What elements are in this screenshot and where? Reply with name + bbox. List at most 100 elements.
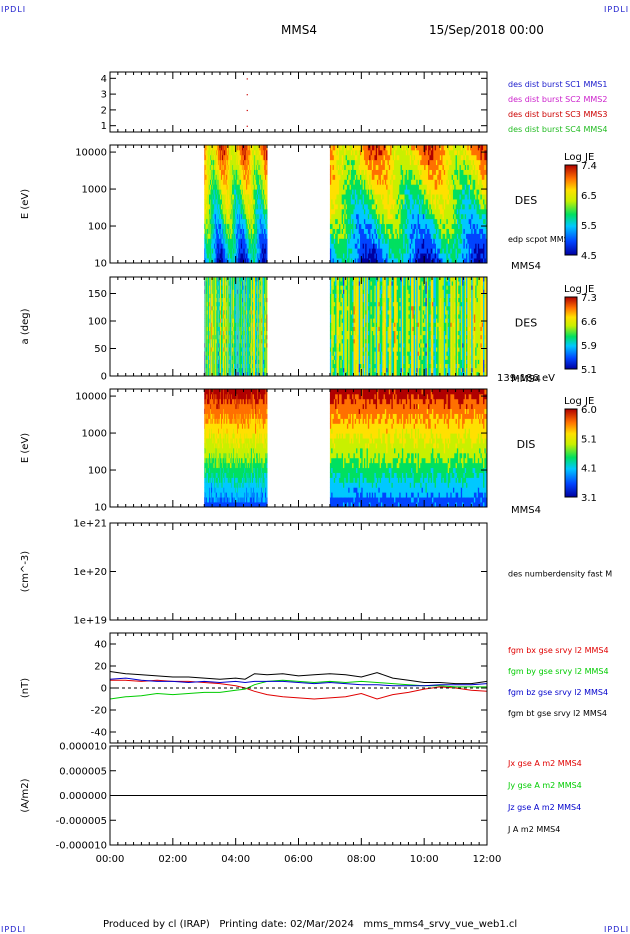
- heatmap-cell: [221, 174, 222, 180]
- heatmap-cell: [228, 223, 230, 229]
- heatmap-cell: [266, 174, 268, 180]
- heatmap-cell: [217, 189, 219, 195]
- heatmap-cell: [208, 238, 210, 244]
- heatmap-cell: [223, 174, 225, 180]
- heatmap-cell: [214, 248, 216, 254]
- heatmap-cell: [225, 204, 227, 210]
- heatmap-cell: [222, 199, 223, 205]
- heatmap-cell: [226, 228, 228, 234]
- heatmap-cell: [225, 228, 227, 234]
- heatmap-cell: [219, 248, 221, 254]
- heatmap-cell: [225, 194, 227, 200]
- heatmap-cell: [220, 213, 222, 220]
- heatmap-cell: [208, 253, 210, 259]
- heatmap-cell: [223, 179, 225, 185]
- heatmap-cell: [220, 233, 222, 239]
- heatmap-cell: [223, 159, 225, 166]
- heatmap-cell: [212, 164, 214, 170]
- heatmap-cell: [225, 213, 227, 220]
- heatmap-cell: [216, 174, 218, 180]
- heatmap-cell: [221, 218, 222, 225]
- heatmap-cell: [224, 194, 226, 200]
- heatmap-cell: [217, 238, 219, 244]
- heatmap-cell: [206, 149, 208, 156]
- heatmap-cell: [224, 243, 226, 249]
- heatmap-cell: [215, 204, 217, 210]
- heatmap-cell: [210, 213, 211, 220]
- heatmap-cell: [211, 223, 212, 229]
- heatmap-cell: [204, 159, 206, 166]
- heatmap-cell: [213, 204, 215, 210]
- heatmap-cell: [223, 258, 225, 264]
- heatmap-cell: [224, 154, 226, 161]
- heatmap-cell: [224, 223, 226, 229]
- heatmap-cell: [215, 253, 217, 259]
- heatmap-cell: [223, 208, 225, 215]
- heatmap-cell: [227, 228, 229, 234]
- heatmap-cell: [209, 228, 211, 234]
- heatmap-cell: [228, 199, 230, 205]
- heatmap-cell: [204, 169, 206, 175]
- heatmap-cell: [226, 218, 228, 225]
- heatmap-cell: [205, 248, 207, 254]
- heatmap-cell: [225, 204, 227, 210]
- heatmap-cell: [219, 164, 221, 170]
- heatmap-cell: [228, 253, 230, 259]
- heatmap-cell: [223, 228, 225, 234]
- heatmap-cell: [222, 149, 223, 156]
- heatmap-cell: [208, 145, 210, 151]
- heatmap-cell: [207, 258, 209, 264]
- heatmap-cell: [216, 184, 218, 190]
- heatmap-cell: [222, 208, 224, 215]
- heatmap-cell: [217, 164, 219, 170]
- heatmap-cell: [219, 154, 221, 161]
- heatmap-cell: [208, 194, 210, 200]
- heatmap-cell: [222, 184, 223, 190]
- heatmap-cell: [227, 238, 229, 244]
- heatmap-cell: [222, 145, 224, 151]
- heatmap-cell: [208, 164, 210, 170]
- heatmap-cell: [221, 159, 222, 166]
- heatmap-cell: [206, 238, 208, 244]
- heatmap-cell: [266, 218, 268, 225]
- heatmap-cell: [216, 199, 218, 205]
- heatmap-cell: [223, 149, 225, 156]
- heatmap-cell: [225, 145, 227, 151]
- heatmap-cell: [212, 223, 214, 229]
- heatmap-cell: [204, 194, 206, 200]
- heatmap-cell: [213, 159, 215, 166]
- heatmap-cell: [225, 223, 227, 229]
- heatmap-cell: [213, 145, 215, 151]
- heatmap-cell: [266, 199, 268, 205]
- heatmap-cell: [224, 218, 226, 225]
- heatmap-cell: [224, 189, 226, 195]
- heatmap-cell: [219, 213, 221, 220]
- heatmap-cell: [220, 159, 222, 166]
- heatmap-cell: [221, 145, 222, 151]
- heatmap-cell: [208, 223, 210, 229]
- heatmap-cell: [228, 204, 230, 210]
- heatmap-cell: [210, 253, 211, 259]
- heatmap-cell: [208, 258, 210, 264]
- heatmap-cell: [228, 164, 230, 170]
- heatmap-cell: [210, 204, 211, 210]
- heatmap-cell: [219, 184, 221, 190]
- heatmap-cell: [227, 248, 229, 254]
- heatmap-cell: [226, 174, 228, 180]
- heatmap-cell: [228, 149, 230, 156]
- heatmap-cell: [224, 154, 226, 161]
- heatmap-cell: [222, 258, 223, 264]
- heatmap-cell: [218, 159, 220, 166]
- heatmap-cell: [212, 189, 214, 195]
- heatmap-cell: [226, 179, 228, 185]
- heatmap-cell: [225, 154, 227, 161]
- heatmap-cell: [226, 228, 228, 234]
- heatmap-cell: [225, 258, 227, 264]
- heatmap-cell: [207, 199, 209, 205]
- heatmap-cell: [207, 213, 209, 220]
- heatmap-cell: [207, 253, 209, 259]
- heatmap-cell: [222, 258, 224, 264]
- heatmap-cell: [213, 159, 215, 166]
- heatmap-cell: [215, 228, 217, 234]
- heatmap-cell: [216, 174, 218, 180]
